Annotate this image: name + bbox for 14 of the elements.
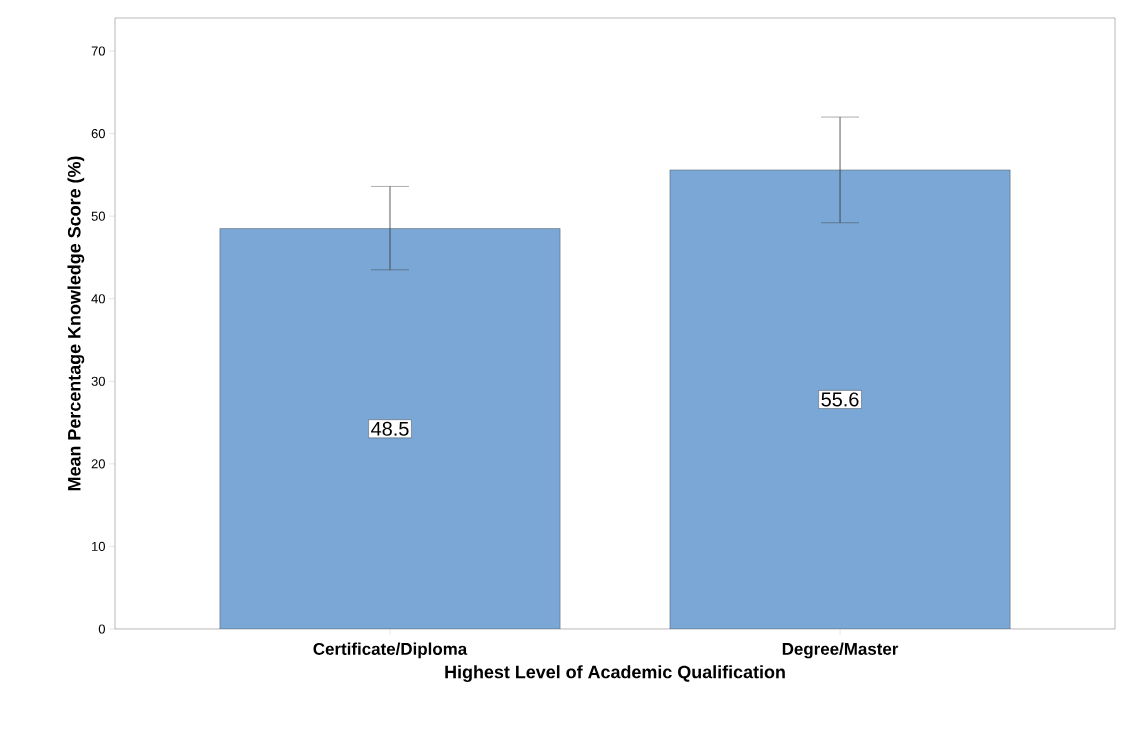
data-label: 48.5 xyxy=(371,421,409,436)
y-tick-label: 40 xyxy=(91,294,105,304)
x-tick-label: Degree/Master xyxy=(782,642,899,659)
x-axis-title: Highest Level of Academic Qualification xyxy=(445,665,785,682)
y-tick-label: 50 xyxy=(91,211,105,221)
y-tick-label: 20 xyxy=(91,459,105,469)
data-label: 55.6 xyxy=(821,392,859,407)
x-tick-label: Certificate/Diploma xyxy=(313,642,468,659)
y-tick-label: 10 xyxy=(92,541,105,551)
y-axis-title: Mean Percentage Knowledge Score (%) xyxy=(67,156,85,491)
y-tick-label: 0 xyxy=(98,624,105,634)
y-tick-label: 30 xyxy=(91,376,105,386)
y-tick-label: 70 xyxy=(91,46,105,56)
y-tick-label: 60 xyxy=(91,128,105,139)
